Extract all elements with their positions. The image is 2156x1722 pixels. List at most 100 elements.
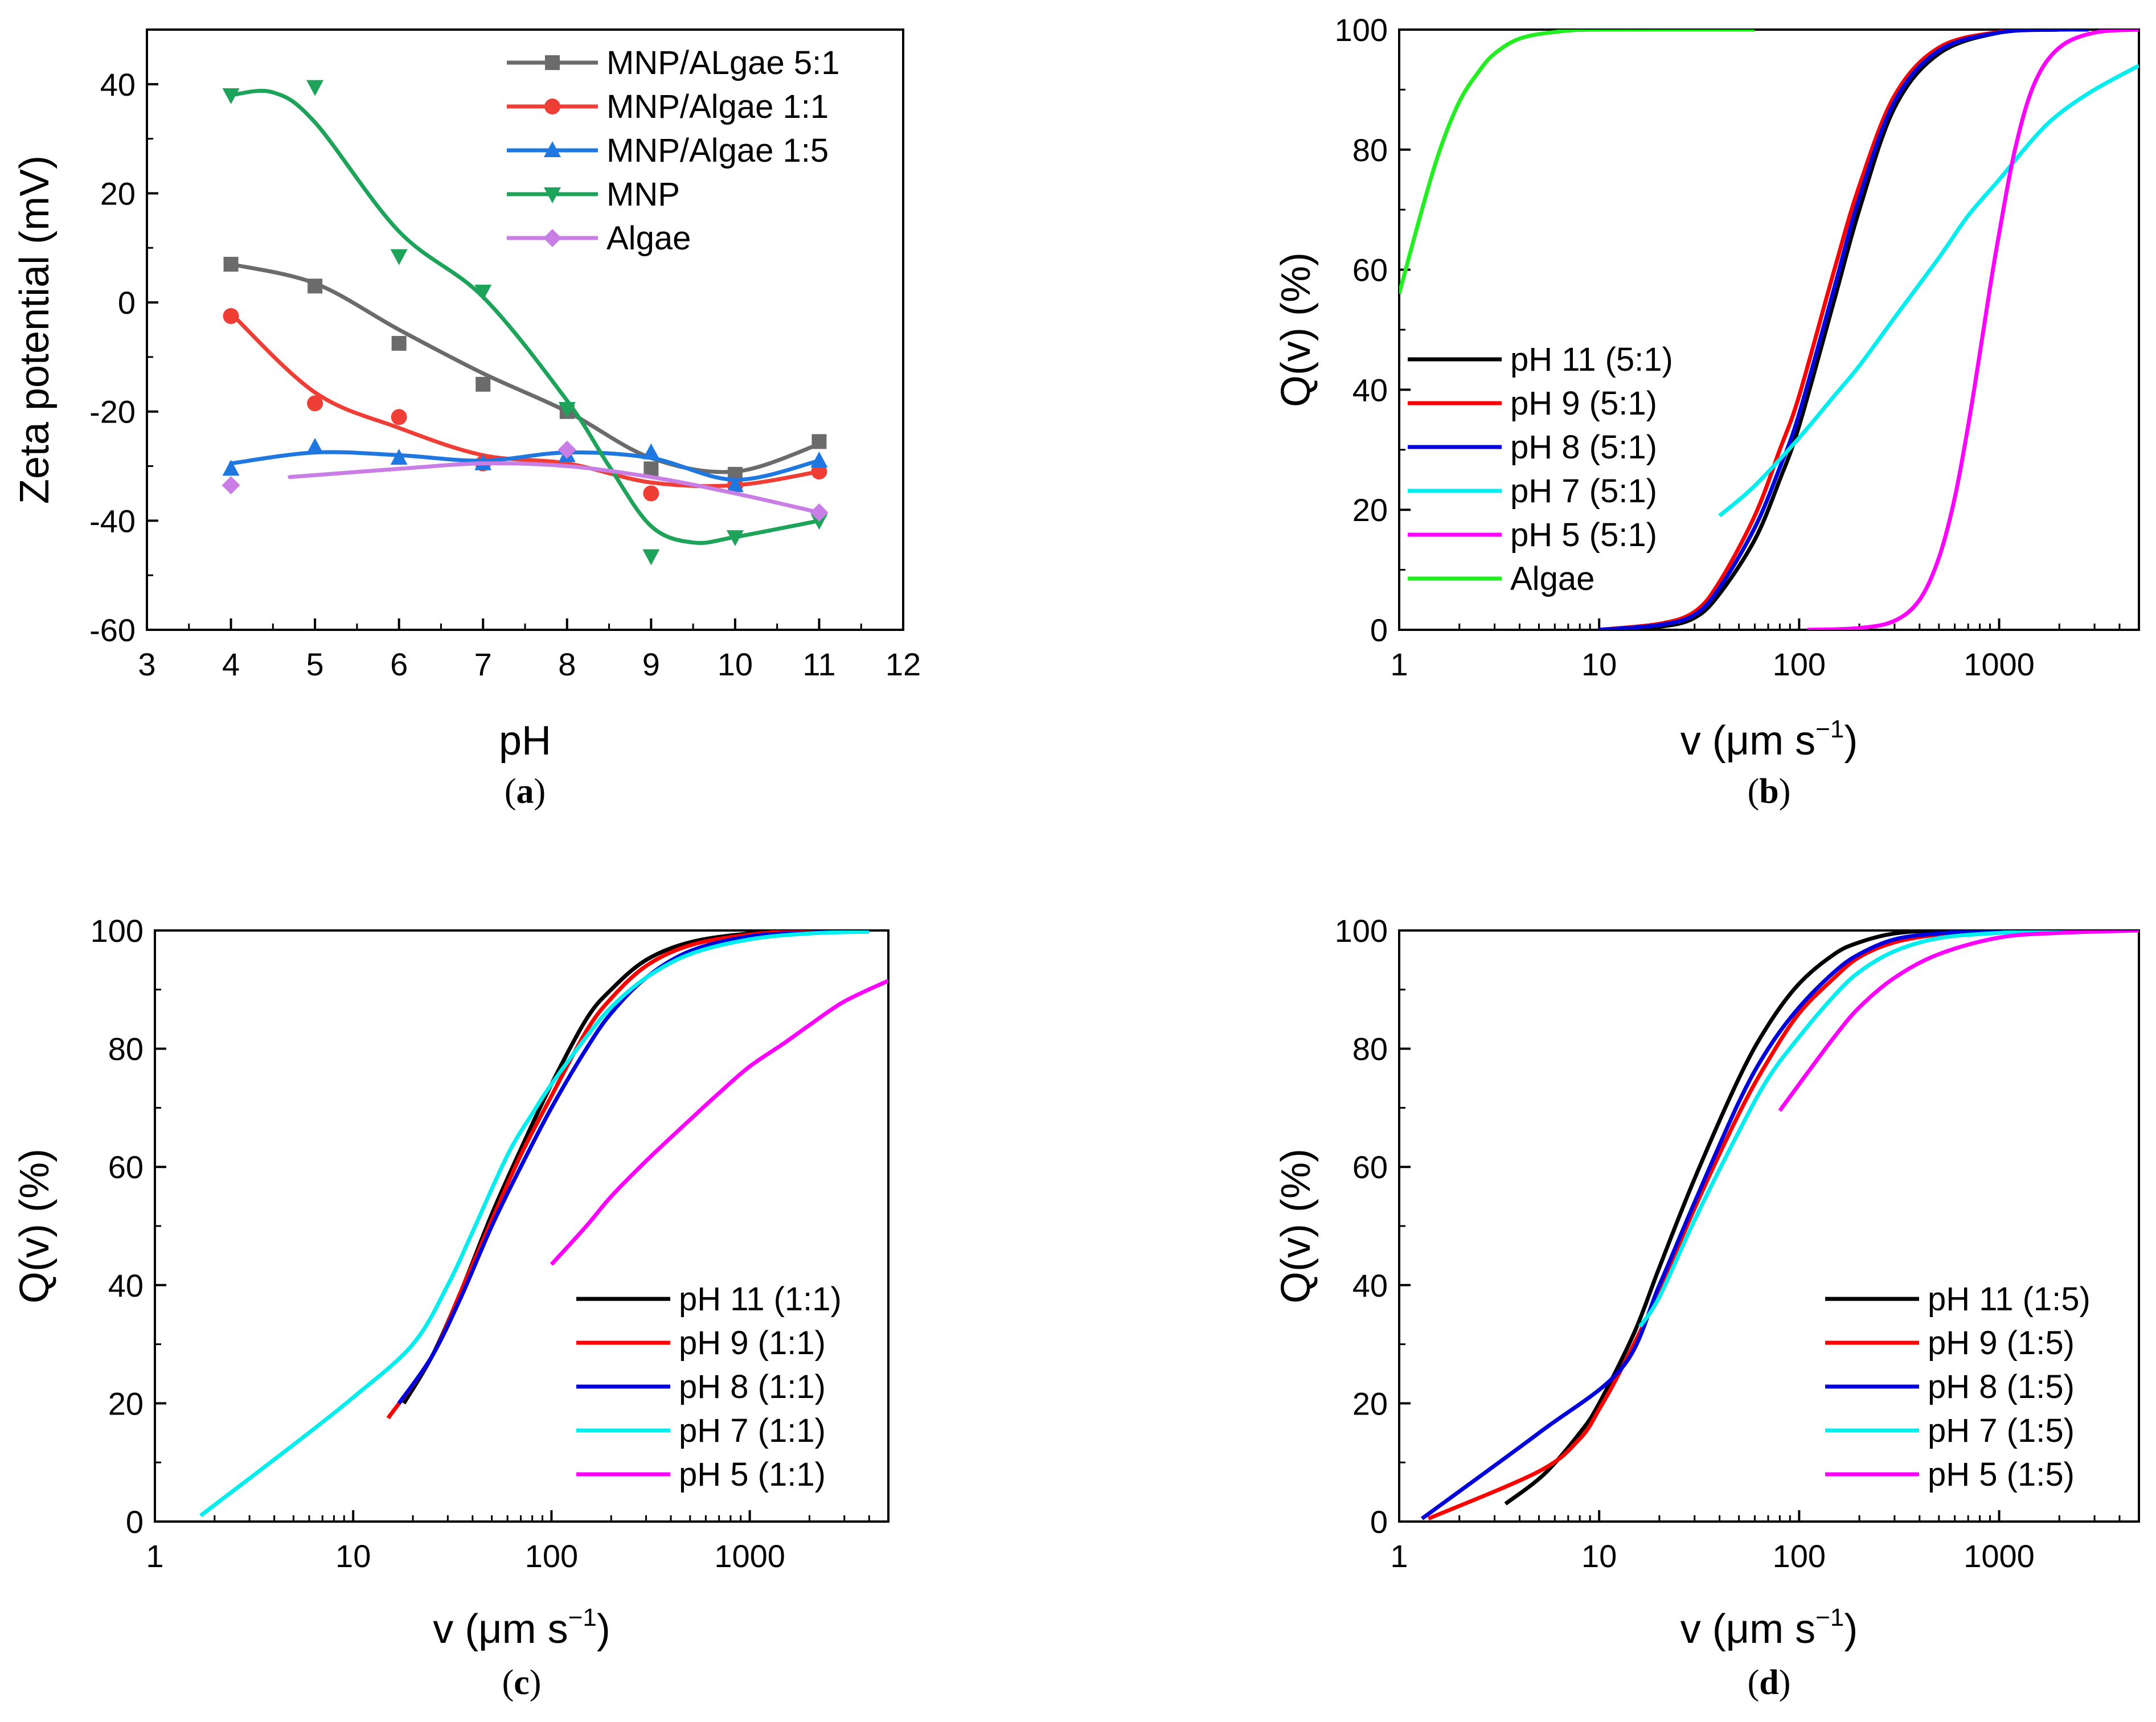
x-axis-label-main: v (μm s <box>1680 1606 1815 1652</box>
series-line-mnp-algae-5-1 <box>229 262 821 474</box>
data-point <box>390 249 408 265</box>
x-axis-label-end: ) <box>1844 718 1858 764</box>
y-tick-label: 60 <box>108 1149 144 1185</box>
data-point <box>810 451 828 468</box>
y-tick-label: 100 <box>1335 12 1388 48</box>
data-point <box>222 88 240 104</box>
x-axis-label-main: v (μm s <box>433 1606 568 1652</box>
y-tick-label: 20 <box>1352 492 1388 528</box>
y-tick-label: 20 <box>1352 1385 1388 1421</box>
legend-label: pH 11 (1:1) <box>679 1281 842 1318</box>
x-tick-label: 100 <box>525 1538 578 1574</box>
data-point <box>222 476 240 495</box>
panel-a: 3 4 5 6 7 8 9 10 11 12 -60 -40 -20 0 20 40 pH Zeta potent… <box>12 28 921 811</box>
data-point <box>223 257 239 272</box>
series-line-algae <box>288 461 821 515</box>
data-point <box>308 278 323 294</box>
data-point <box>474 284 492 301</box>
x-tick-label: 10 <box>718 646 753 682</box>
x-tick-label: 100 <box>1773 646 1826 682</box>
data-point <box>223 308 239 325</box>
x-axis-label-superscript: −1 <box>568 1604 597 1631</box>
series-line-ph-8-1-1- <box>397 930 870 1405</box>
series-line-ph-5-1-1- <box>550 979 888 1266</box>
x-tick-label: 1000 <box>1964 1538 2035 1574</box>
data-point <box>726 530 744 547</box>
y-axis-label: Q(v) (%) <box>12 1149 58 1303</box>
caption-letter: b <box>1759 772 1778 811</box>
series-line-ph-11-1-5- <box>1504 930 1999 1506</box>
x-axis-label-main: v (μm s <box>1680 718 1815 764</box>
series-line-ph-7-1-5- <box>1638 930 2139 1328</box>
y-tick-label: 100 <box>1335 913 1388 949</box>
y-tick-label: 0 <box>126 1504 144 1540</box>
x-tick-label: 1 <box>1390 1538 1408 1574</box>
legend: pH 11 (5:1) pH 9 (5:1) pH 8 (5:1) pH 7 (5:1… <box>1408 341 1673 597</box>
x-tick-label: 100 <box>1773 1538 1826 1574</box>
x-axis-label: v (μm s−1) <box>1680 715 1858 764</box>
y-tick-label: -20 <box>89 394 136 430</box>
panel-d: 1 10 100 1000 0 20 40 60 80 100 v (μm s−1) Q(v) (%)… <box>1273 913 2140 1702</box>
legend-marker <box>544 99 560 114</box>
data-point <box>390 449 408 465</box>
data-point <box>643 485 659 502</box>
series-line-ph-7-1-1- <box>199 930 870 1518</box>
caption-letter: a <box>517 772 534 811</box>
x-tick-label: 3 <box>138 646 155 682</box>
y-axis-label: Zeta potential (mV) <box>12 155 58 504</box>
series-line-ph-11-5-1- <box>1599 30 2089 630</box>
data-point <box>391 409 407 425</box>
legend: pH 11 (1:1) pH 9 (1:1) pH 8 (1:1) pH 7 (1:1… <box>576 1281 842 1493</box>
series-line-ph-8-5-1- <box>1598 30 2089 630</box>
legend-label: MNP/Algae 1:1 <box>606 88 829 125</box>
legend-marker <box>544 141 561 157</box>
legend-label: pH 8 (1:1) <box>679 1368 826 1405</box>
data-point <box>810 503 829 522</box>
x-tick-label: 9 <box>642 646 660 682</box>
panel-c: 1 10 100 1000 0 20 40 60 80 100 v (μm s−1) Q(v) (%)… <box>12 913 890 1702</box>
series-line-ph-8-1-5- <box>1420 930 2095 1520</box>
y-tick-label: 40 <box>108 1268 144 1303</box>
data-point <box>222 460 240 476</box>
y-tick-label: 20 <box>100 175 136 211</box>
data-point <box>307 395 323 412</box>
x-tick-label: 4 <box>222 646 240 682</box>
legend-label: pH 8 (5:1) <box>1510 429 1657 466</box>
series-line-algae <box>1399 30 1755 294</box>
y-tick-label: 20 <box>108 1385 144 1421</box>
data-point <box>642 443 660 460</box>
x-tick-label: 1 <box>146 1538 163 1574</box>
x-tick-label: 11 <box>802 646 835 682</box>
x-tick-label: 1000 <box>1964 646 2035 682</box>
series-line-ph-5-1-5- <box>1778 930 2139 1112</box>
y-tick-label: -60 <box>89 612 136 648</box>
x-tick-label: 10 <box>1581 1538 1617 1574</box>
panel-caption: (b) <box>1748 772 1791 811</box>
x-tick-label: 12 <box>886 646 921 682</box>
series-group <box>199 930 888 1518</box>
legend-label: pH 11 (1:5) <box>1928 1281 2091 1318</box>
legend-label: pH 9 (5:1) <box>1510 385 1657 422</box>
data-point <box>558 440 576 459</box>
y-axis-label: Q(v) (%) <box>1273 1149 1319 1303</box>
data-point <box>643 461 659 477</box>
data-point <box>811 464 827 480</box>
series-line-mnp <box>229 88 821 546</box>
data-point <box>726 476 744 493</box>
x-tick-label: 1000 <box>714 1538 785 1574</box>
legend-marker <box>544 187 561 203</box>
legend-label: pH 9 (1:5) <box>1928 1325 2075 1362</box>
data-point <box>811 434 827 449</box>
y-tick-label: -40 <box>89 503 136 539</box>
caption-letter: d <box>1759 1663 1778 1702</box>
x-axis-label: pH <box>499 718 551 764</box>
series-group <box>222 80 829 565</box>
y-tick-label: 80 <box>1352 1031 1388 1067</box>
x-axis-label-superscript: −1 <box>1815 1604 1844 1631</box>
y-tick-label: 40 <box>1352 1268 1388 1303</box>
series-line-ph-9-5-1- <box>1598 30 2089 630</box>
y-tick-label: 0 <box>1370 612 1388 648</box>
y-tick-label: 0 <box>118 285 136 321</box>
legend-label: pH 11 (5:1) <box>1510 341 1673 378</box>
